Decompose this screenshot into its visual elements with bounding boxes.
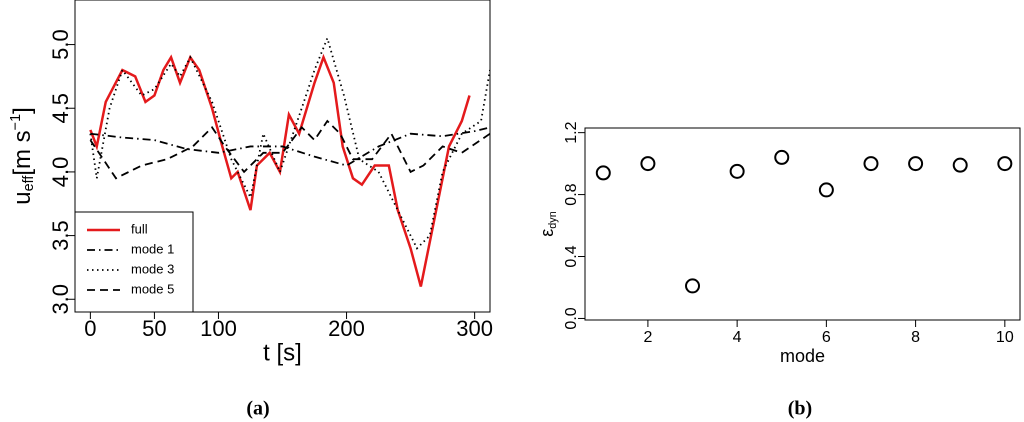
y-label-sub: dyn [547,211,559,228]
line [89,53,471,287]
x-tick-label: 6 [822,329,831,346]
y-tick-label: 0.8 [563,183,580,205]
point [818,182,834,198]
y-tick-label: 0.4 [563,245,580,267]
y-tick-label: 0.0 [563,307,580,329]
y-axis-label: εdyn [537,211,559,236]
x-axis-label: t [s] [263,339,302,366]
x-tick-label: 0 [84,316,96,341]
y-label-sub: eff [21,175,37,192]
y-tick-label: 3.0 [48,284,73,315]
point [640,156,656,172]
point [997,156,1013,172]
point [863,156,879,172]
plot-frame [74,0,491,313]
y-tick-label: 5.0 [48,29,73,60]
caption: (a) [246,398,269,420]
legend-label: mode 1 [131,241,174,256]
point [952,157,968,173]
y-tick-label: 4.5 [48,93,73,124]
x-tick-label: 200 [328,316,365,341]
y-axis-label: ueff[m s−1] [8,107,37,205]
point [729,163,745,179]
x-tick-label: 50 [142,316,166,341]
y-tick-label: 1.2 [563,121,580,143]
y-label-base: ε [537,229,557,237]
x-axis-label: mode [780,346,825,366]
y-label-sup: −1 [8,114,24,130]
x-tick-label: 8 [911,329,920,346]
point [685,278,701,294]
y-label-base: u [9,191,36,204]
caption: (b) [788,398,812,420]
legend-label: mode 3 [131,261,174,276]
x-tick-label: 10 [996,329,1014,346]
y-tick-label: 4.0 [48,157,73,188]
x-tick-label: 100 [200,316,237,341]
line [90,126,490,167]
line [89,119,490,180]
x-tick-label: 4 [733,329,742,346]
y-label-unit: [m s [9,130,36,175]
legend-label: mode 5 [131,281,174,296]
y-label-close: ] [9,107,36,114]
point [908,156,924,172]
point [774,149,790,165]
x-tick-label: 300 [456,316,493,341]
plot-frame [584,127,1021,321]
point [595,165,611,181]
x-tick-label: 2 [643,329,652,346]
y-tick-label: 3.5 [48,220,73,251]
legend-label: full [131,221,148,236]
legend-box [74,211,194,313]
